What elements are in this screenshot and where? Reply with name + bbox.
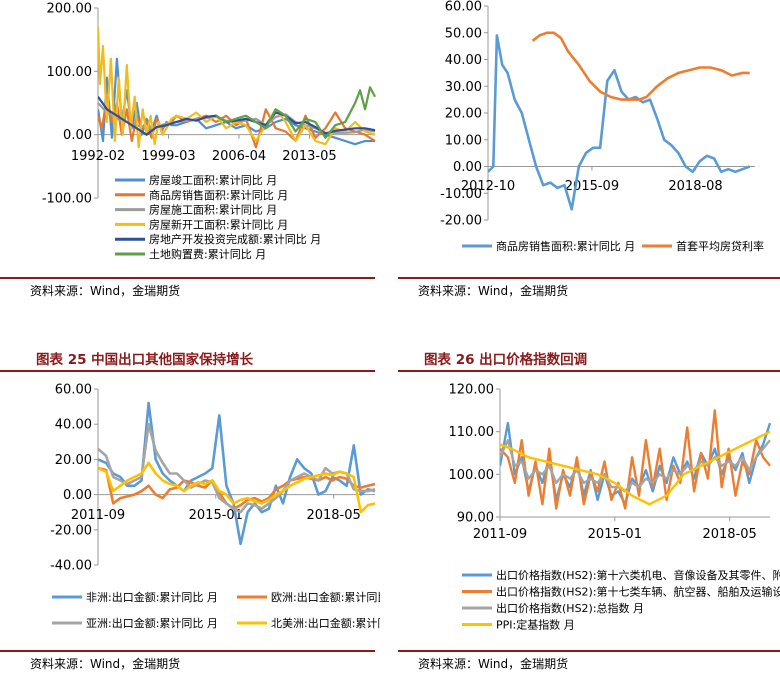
source-note: 资料来源：Wind，金瑞期货: [30, 284, 181, 298]
legend-label: 非洲:出口金额:累计同比 月: [86, 590, 218, 604]
legend-label: 出口价格指数(HS2):第十六类机电、音像设备及其零件、附: [496, 568, 780, 582]
y-tick-label: 40.00: [55, 418, 92, 433]
series-line-1: [488, 34, 751, 211]
y-tick-label: 50.00: [445, 26, 482, 41]
y-tick-label: 0.00: [63, 488, 92, 503]
y-tick-label: 10.00: [445, 133, 482, 148]
y-tick-label: -100.00: [42, 192, 92, 207]
series-line-3: [500, 438, 771, 493]
legend-label: 房屋竣工面积:累计同比 月: [149, 173, 277, 187]
divider-line: [398, 277, 780, 279]
x-tick-label: 2015-01: [588, 527, 642, 542]
x-tick-label: 1992-02: [71, 149, 125, 164]
source-note: 资料来源：Wind，金瑞期货: [418, 657, 569, 671]
x-tick-label: 2013-05: [282, 149, 336, 164]
legend-label: 商品房销售面积:累计同比 月: [149, 188, 288, 202]
y-tick-label: 120.00: [449, 383, 495, 398]
x-tick-label: 2018-08: [668, 179, 722, 194]
y-tick-label: 100.00: [47, 65, 93, 80]
y-tick-label: 0.00: [453, 160, 482, 175]
y-tick-label: -40.00: [50, 559, 92, 574]
x-tick-label: 2011-09: [71, 508, 125, 523]
x-tick-label: 2018-05: [702, 527, 756, 542]
x-tick-label: 2012-10: [461, 179, 515, 194]
legend-label: 欧洲:出口金额:累计同比: [271, 590, 380, 604]
divider-line: [398, 650, 780, 652]
legend-label: 房屋施工面积:累计同比 月: [149, 204, 277, 217]
legend-label: 房屋新开工面积:累计同比 月: [149, 217, 288, 231]
y-tick-label: 30.00: [445, 80, 482, 95]
legend-label: 首套平均房贷利率: [676, 239, 764, 253]
y-tick-label: 200.00: [47, 2, 93, 17]
figure-heading: 图表 26 出口价格指数回调: [424, 352, 588, 368]
x-tick-label: 2018-05: [306, 508, 360, 523]
x-tick-label: 2006-04: [212, 149, 266, 164]
x-tick-label: 1999-03: [141, 149, 195, 164]
x-tick-label: 2011-09: [473, 527, 527, 542]
legend-label: 出口价格指数(HS2):第十七类车辆、航空器、船舶及运输设: [496, 585, 780, 599]
legend-label: 土地购置费:累计同比 月: [149, 247, 266, 261]
y-tick-label: 0.00: [63, 128, 92, 143]
y-tick-label: -20.00: [440, 214, 482, 229]
series-line-3: [98, 422, 376, 514]
y-tick-label: -20.00: [50, 523, 92, 538]
y-tick-label: 20.00: [55, 453, 92, 468]
series-line-4: [98, 461, 376, 514]
y-tick-label: 110.00: [449, 425, 495, 440]
legend-label: 出口价格指数(HS2):总指数 月: [496, 601, 644, 615]
legend-label: 北美洲:出口金额:累计同: [271, 616, 380, 630]
legend-label: PPI:定基指数 月: [496, 618, 575, 632]
source-note: 资料来源：Wind，金瑞期货: [30, 657, 181, 671]
divider-line: [0, 370, 375, 372]
series-line-2: [98, 466, 376, 510]
divider-line: [0, 650, 375, 652]
series-line-2: [500, 409, 771, 510]
figure-heading: 图表 25 中国出口其他国家保持增长: [36, 352, 254, 368]
y-tick-label: 100.00: [449, 468, 495, 483]
y-tick-label: 60.00: [55, 383, 92, 398]
y-tick-label: 40.00: [445, 53, 482, 68]
chart-mortgage: 60.00 50.00 40.00 30.00 20.00 10.00 0.00 -10.00…: [440, 0, 764, 253]
legend-label: 房地产开发投资完成额:累计同比 月: [149, 232, 321, 246]
series-line-2: [531, 31, 750, 101]
series-line-6: [215, 86, 376, 139]
series-line-4: [500, 430, 771, 506]
divider-line: [0, 277, 375, 279]
legend-label: 亚洲:出口金额:累计同比 月: [86, 616, 218, 630]
y-tick-label: 60.00: [445, 0, 482, 15]
y-tick-label: 90.00: [457, 511, 494, 526]
y-tick-label: -10.00: [440, 187, 482, 202]
y-tick-label: 20.00: [445, 107, 482, 122]
legend-label: 商品房销售面积:累计同比 月: [496, 239, 635, 253]
divider-line: [398, 370, 780, 372]
x-tick-label: 2015-09: [565, 179, 619, 194]
chart-housing: 200.00 100.00 0.00 -100.00 1992-02 1999-03 200…: [42, 2, 376, 261]
series-line-4: [98, 26, 376, 149]
x-tick-label: 2015-01: [189, 508, 243, 523]
chart-export: 60.00 40.00 20.00 0.00 -20.00 -40.00 2011-09 20…: [50, 383, 380, 631]
source-note: 资料来源：Wind，金瑞期货: [418, 284, 569, 298]
